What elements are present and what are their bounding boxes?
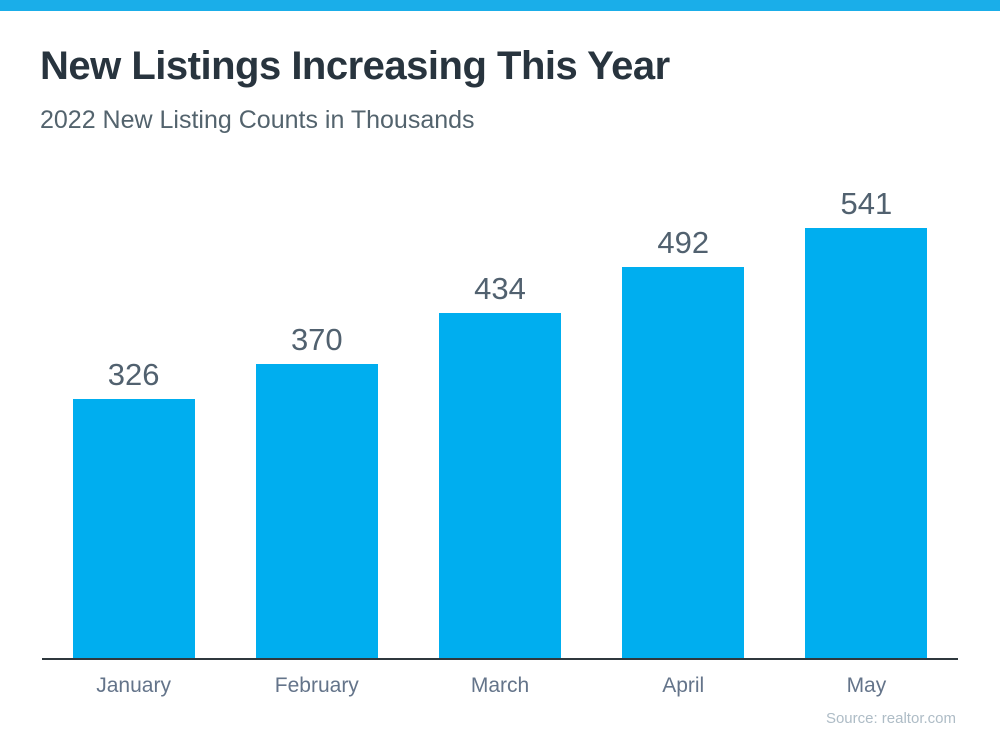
chart-subtitle: 2022 New Listing Counts in Thousands <box>40 106 475 134</box>
bar-january <box>72 399 195 658</box>
bar-value-label: 434 <box>474 271 526 306</box>
x-axis-label-february: February <box>274 674 359 697</box>
month-axis: January February March April May <box>42 660 958 698</box>
bar-cell-may: 541 <box>775 188 958 658</box>
bar-cell-january: 326 <box>42 359 225 658</box>
bar-cell-april: 492 <box>592 227 775 658</box>
bar-value-label: 370 <box>290 322 343 357</box>
chart-area: 326 370 434 492 541 January February March Apri… <box>42 188 958 698</box>
top-accent-strip <box>0 0 1000 11</box>
source-attribution: Source: realtor.com <box>825 710 956 727</box>
bar-february <box>255 364 378 658</box>
bar-value-label: 541 <box>840 186 893 221</box>
bar-april <box>622 267 745 658</box>
bar-value-label: 492 <box>657 225 710 260</box>
bar-cell-march: 434 <box>408 273 591 658</box>
bar-cell-february: 370 <box>225 324 408 658</box>
x-axis-label-may: May <box>846 674 887 697</box>
bar-may <box>805 228 928 658</box>
bar-value-label: 326 <box>107 357 160 392</box>
x-axis-label-april: April <box>662 674 705 697</box>
plot-area: 326 370 434 492 541 <box>42 188 958 660</box>
x-axis-label-march: March <box>470 674 530 697</box>
chart-title: New Listings Increasing This Year <box>40 44 670 88</box>
x-axis-label-january: January <box>96 674 171 697</box>
bar-march <box>439 313 561 658</box>
